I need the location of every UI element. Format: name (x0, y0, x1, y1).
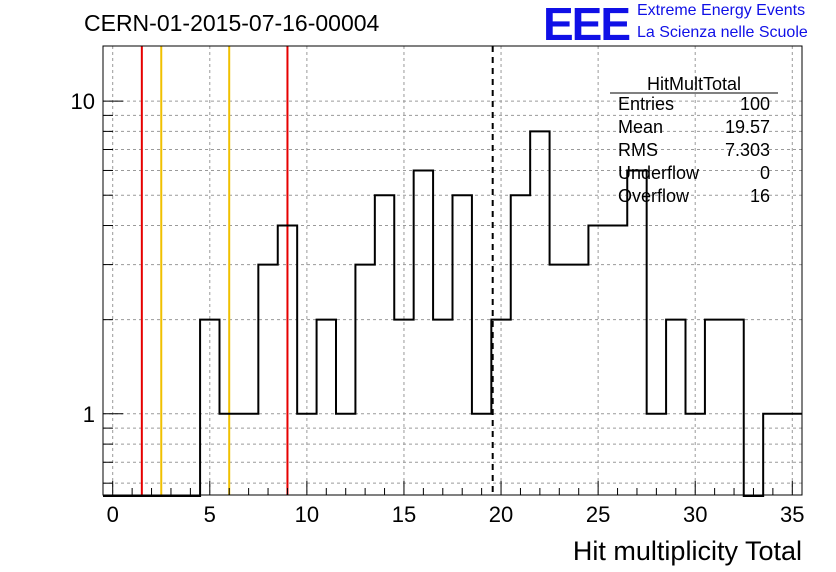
stats-title: HitMultTotal (647, 74, 741, 94)
y-tick-label: 10 (71, 89, 95, 114)
histogram-bars (103, 130, 802, 497)
stats-value: 16 (750, 186, 770, 206)
marker-lines (140, 46, 494, 495)
axes: 0 5 10 15 20 25 30 35 1 10 (71, 89, 805, 527)
stats-label: Overflow (618, 186, 690, 206)
plot-frame (102, 45, 803, 496)
stats-value: 7.303 (725, 140, 770, 160)
x-axis-label: Hit multiplicity Total (573, 536, 802, 566)
stats-label: Entries (618, 94, 674, 114)
logo-subtitle-1: Extreme Energy Events (637, 2, 806, 19)
stats-label: Mean (618, 117, 663, 137)
stats-value: 19.57 (725, 117, 770, 137)
y-tick-label: 1 (83, 402, 95, 427)
eee-logo: EEE (543, 0, 631, 50)
x-tick-label: 25 (586, 502, 610, 527)
chart-title: CERN-01-2015-07-16-00004 (84, 10, 380, 36)
plot-border (102, 45, 803, 496)
x-tick-label: 10 (295, 502, 319, 527)
x-tick-label: 0 (107, 502, 119, 527)
x-tick-label: 20 (489, 502, 513, 527)
stats-label: Underflow (618, 163, 700, 183)
logo-subtitle-2: La Scienza nelle Scuole (637, 24, 808, 41)
stats-label: RMS (618, 140, 658, 160)
x-tick-label: 5 (204, 502, 216, 527)
x-tick-label: 35 (780, 502, 804, 527)
histogram-outline (103, 130, 802, 497)
x-tick-label: 15 (392, 502, 416, 527)
stats-value: 0 (760, 163, 770, 183)
x-tick-label: 30 (683, 502, 707, 527)
stats-value: 100 (740, 94, 770, 114)
